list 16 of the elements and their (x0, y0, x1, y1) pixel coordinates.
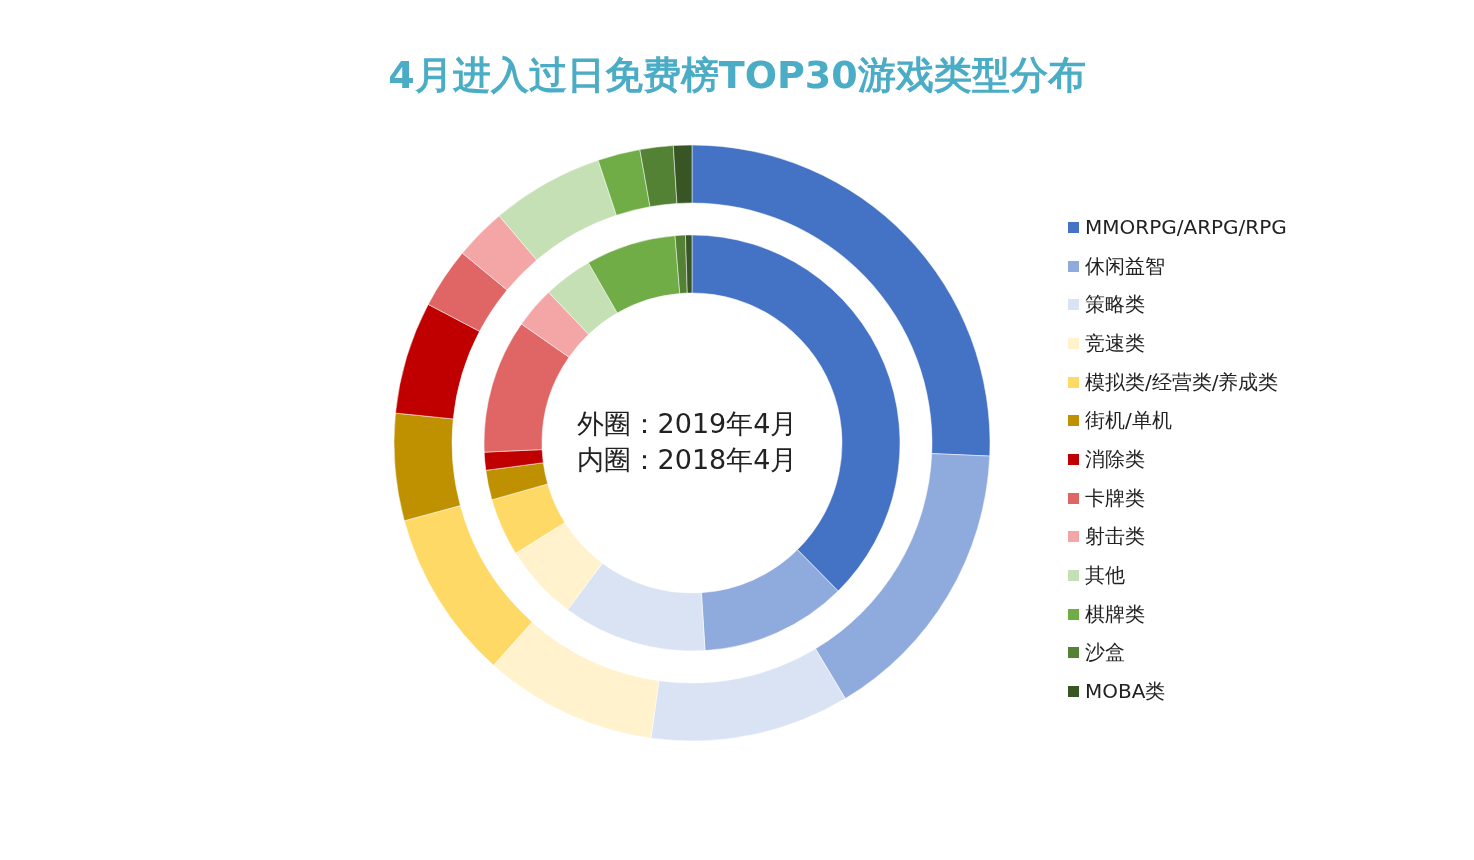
legend-label: 竞速类 (1085, 329, 1145, 357)
legend-label: 策略类 (1085, 291, 1145, 319)
text: 外圈：2019年4月 (575, 407, 799, 441)
legend-label: 沙盒 (1085, 639, 1125, 667)
legend-label: 休闲益智 (1085, 252, 1165, 280)
text: 内圈：2018年4月 (575, 443, 799, 477)
legend-label: MMORPG/ARPG/RPG (1085, 215, 1287, 240)
legend-label: 模拟类/经营类/养成类 (1085, 368, 1279, 396)
legend-label: 射击类 (1085, 523, 1145, 551)
legend-label: 卡牌类 (1085, 484, 1145, 512)
legend-label: 消除类 (1085, 445, 1145, 473)
legend-label: 其他 (1085, 562, 1125, 590)
chart-title: 4月进入过日免费榜TOP30游戏类型分布 (387, 52, 1087, 99)
legend-label: 棋牌类 (1085, 600, 1145, 628)
legend-label: 街机/单机 (1085, 407, 1172, 435)
legend-label: MOBA类 (1085, 678, 1166, 706)
